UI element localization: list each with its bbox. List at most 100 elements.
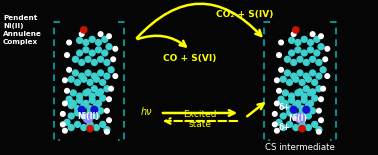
- Text: δ+: δ+: [278, 124, 290, 133]
- Circle shape: [111, 57, 116, 62]
- Circle shape: [301, 36, 307, 42]
- Circle shape: [287, 110, 293, 116]
- Circle shape: [93, 113, 99, 119]
- Circle shape: [74, 106, 81, 112]
- Circle shape: [317, 108, 321, 113]
- Circle shape: [303, 106, 310, 113]
- Circle shape: [93, 76, 99, 82]
- Circle shape: [68, 113, 74, 119]
- Circle shape: [325, 74, 330, 78]
- Circle shape: [301, 50, 307, 56]
- Circle shape: [310, 108, 316, 114]
- Circle shape: [316, 86, 322, 92]
- Circle shape: [64, 119, 70, 125]
- Circle shape: [100, 122, 105, 127]
- Circle shape: [319, 118, 323, 122]
- Circle shape: [96, 90, 101, 96]
- Circle shape: [323, 57, 327, 62]
- Text: Pendent
Ni(II)
Annulene
Complex: Pendent Ni(II) Annulene Complex: [3, 15, 42, 45]
- Circle shape: [98, 32, 103, 36]
- Circle shape: [63, 101, 67, 106]
- Circle shape: [297, 89, 303, 95]
- Circle shape: [289, 93, 294, 99]
- Circle shape: [295, 113, 305, 123]
- Circle shape: [289, 38, 294, 43]
- Circle shape: [304, 60, 309, 65]
- Circle shape: [68, 76, 74, 82]
- Circle shape: [83, 100, 89, 106]
- Circle shape: [319, 34, 323, 38]
- Circle shape: [299, 122, 305, 127]
- Circle shape: [104, 86, 110, 92]
- Circle shape: [279, 67, 284, 72]
- Circle shape: [89, 36, 95, 42]
- Circle shape: [293, 125, 299, 131]
- Circle shape: [279, 40, 284, 45]
- Circle shape: [316, 127, 322, 133]
- Circle shape: [295, 90, 301, 96]
- Circle shape: [73, 56, 78, 62]
- Circle shape: [87, 122, 93, 127]
- Circle shape: [285, 70, 290, 76]
- Text: CO₂ + S(IV): CO₂ + S(IV): [216, 9, 274, 18]
- Circle shape: [291, 32, 296, 36]
- Circle shape: [100, 80, 105, 85]
- Circle shape: [273, 122, 277, 127]
- Circle shape: [102, 50, 108, 56]
- Circle shape: [60, 122, 65, 127]
- Circle shape: [102, 36, 108, 42]
- Circle shape: [305, 103, 311, 108]
- Circle shape: [81, 76, 87, 82]
- Circle shape: [87, 80, 93, 85]
- Circle shape: [98, 56, 104, 62]
- Circle shape: [308, 90, 313, 96]
- Circle shape: [89, 97, 95, 103]
- Circle shape: [85, 89, 91, 95]
- Circle shape: [280, 76, 286, 82]
- Circle shape: [293, 76, 299, 82]
- Circle shape: [287, 122, 293, 127]
- Circle shape: [295, 100, 301, 106]
- Circle shape: [295, 40, 301, 45]
- Circle shape: [273, 112, 277, 116]
- Text: CO + S(VI): CO + S(VI): [163, 53, 217, 62]
- Circle shape: [68, 103, 74, 108]
- Circle shape: [83, 113, 93, 123]
- Circle shape: [78, 106, 85, 113]
- Circle shape: [67, 67, 71, 72]
- Circle shape: [280, 125, 286, 131]
- Circle shape: [305, 125, 311, 131]
- Circle shape: [308, 47, 313, 53]
- Circle shape: [83, 90, 89, 96]
- Circle shape: [289, 50, 294, 56]
- Circle shape: [314, 36, 320, 42]
- Circle shape: [98, 89, 104, 95]
- Text: Excited
state: Excited state: [183, 110, 217, 129]
- Circle shape: [65, 89, 69, 93]
- Circle shape: [81, 125, 87, 131]
- Circle shape: [285, 56, 290, 62]
- Circle shape: [310, 32, 315, 36]
- Circle shape: [310, 56, 316, 62]
- Circle shape: [81, 113, 87, 119]
- Circle shape: [312, 122, 318, 127]
- Text: Ni(II): Ni(II): [77, 113, 99, 122]
- Circle shape: [98, 70, 104, 76]
- Circle shape: [70, 90, 76, 96]
- Circle shape: [91, 106, 98, 113]
- Circle shape: [301, 93, 307, 99]
- Text: CS intermediate: CS intermediate: [265, 144, 335, 153]
- Circle shape: [60, 112, 65, 116]
- Circle shape: [79, 32, 84, 36]
- Circle shape: [282, 90, 288, 96]
- Circle shape: [276, 119, 282, 125]
- Circle shape: [312, 80, 318, 85]
- Circle shape: [290, 106, 297, 113]
- Circle shape: [100, 95, 105, 101]
- Circle shape: [316, 60, 322, 65]
- Circle shape: [304, 86, 309, 92]
- Circle shape: [308, 40, 313, 45]
- Circle shape: [87, 110, 93, 116]
- Circle shape: [299, 110, 305, 116]
- Circle shape: [93, 103, 99, 108]
